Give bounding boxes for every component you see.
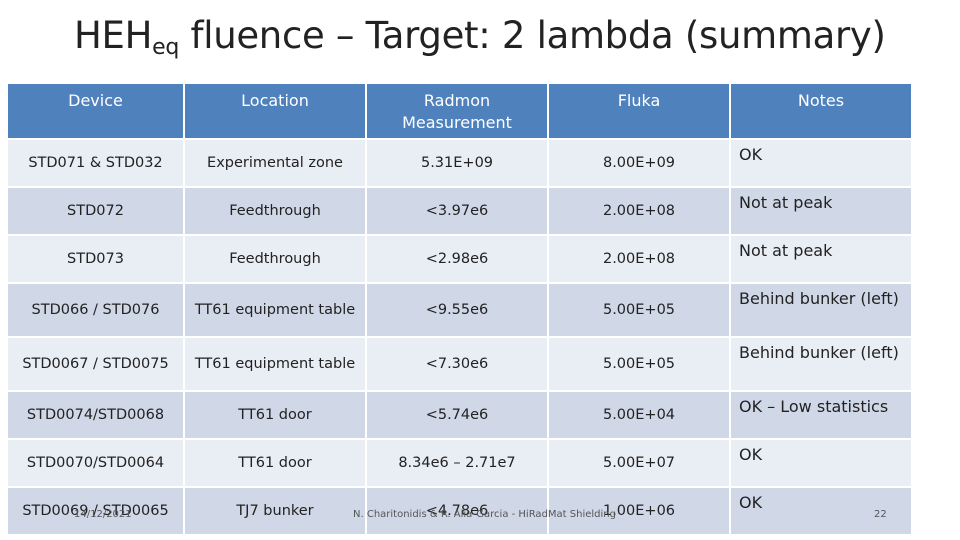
cell-location: TT61 door: [185, 440, 365, 486]
cell-notes: Not at peak: [731, 188, 911, 234]
cell-radmon: <4.78e6: [367, 488, 547, 534]
table-row: STD0070/STD0064 TT61 door 8.34e6 – 2.71e…: [8, 440, 911, 486]
header-device: Device: [8, 84, 183, 138]
cell-location: Feedthrough: [185, 188, 365, 234]
footer-date: 14/12/2021: [74, 509, 132, 520]
cell-device: STD066 / STD076: [8, 284, 183, 336]
cell-notes: OK: [731, 440, 911, 486]
cell-fluka: 2.00E+08: [549, 188, 729, 234]
cell-device: STD073: [8, 236, 183, 282]
cell-notes: OK – Low statistics: [731, 392, 911, 438]
table-row: STD0069 / STD0065 TJ7 bunker <4.78e6 1.0…: [8, 488, 911, 534]
cell-radmon: <7.30e6: [367, 338, 547, 390]
header-fluka: Fluka: [549, 84, 729, 138]
table-row: STD071 & STD032 Experimental zone 5.31E+…: [8, 140, 911, 186]
cell-radmon: 8.34e6 – 2.71e7: [367, 440, 547, 486]
table-row: STD073 Feedthrough <2.98e6 2.00E+08 Not …: [8, 236, 911, 282]
cell-fluka: 1.00E+06: [549, 488, 729, 534]
cell-fluka: 2.00E+08: [549, 236, 729, 282]
title-rest: fluence – Target: 2 lambda (summary): [179, 14, 886, 57]
cell-device: STD072: [8, 188, 183, 234]
page-number: 22: [874, 509, 887, 520]
cell-notes: Behind bunker (left): [731, 338, 911, 390]
cell-radmon: <5.74e6: [367, 392, 547, 438]
header-notes: Notes: [731, 84, 911, 138]
cell-fluka: 5.00E+04: [549, 392, 729, 438]
cell-radmon: <2.98e6: [367, 236, 547, 282]
cell-fluka: 5.00E+05: [549, 284, 729, 336]
cell-fluka: 5.00E+07: [549, 440, 729, 486]
table-header-row: Device Location Radmon Measurement Fluka…: [8, 84, 911, 138]
cell-device: STD071 & STD032: [8, 140, 183, 186]
footer-author: N. Charitonidis & R. Alia-Garcia - HiRad…: [353, 509, 616, 520]
cell-location: TT61 equipment table: [185, 284, 365, 336]
cell-location: TT61 equipment table: [185, 338, 365, 390]
cell-location: Feedthrough: [185, 236, 365, 282]
table-row: STD072 Feedthrough <3.97e6 2.00E+08 Not …: [8, 188, 911, 234]
cell-fluka: 8.00E+09: [549, 140, 729, 186]
cell-notes: Behind bunker (left): [731, 284, 911, 336]
cell-device: STD0067 / STD0075: [8, 338, 183, 390]
cell-notes: OK: [731, 140, 911, 186]
cell-location: TT61 door: [185, 392, 365, 438]
title-main: HEH: [74, 14, 153, 57]
slide-title: HEHeq fluence – Target: 2 lambda (summar…: [74, 14, 886, 60]
table-row: STD066 / STD076 TT61 equipment table <9.…: [8, 284, 911, 336]
cell-location: Experimental zone: [185, 140, 365, 186]
cell-notes: OK: [731, 488, 911, 534]
header-radmon: Radmon Measurement: [367, 84, 547, 138]
cell-radmon: <3.97e6: [367, 188, 547, 234]
cell-notes: Not at peak: [731, 236, 911, 282]
fluence-summary-table: Device Location Radmon Measurement Fluka…: [6, 82, 913, 536]
table-row: STD0074/STD0068 TT61 door <5.74e6 5.00E+…: [8, 392, 911, 438]
table-row: STD0067 / STD0075 TT61 equipment table <…: [8, 338, 911, 390]
title-subscript: eq: [152, 35, 180, 60]
cell-fluka: 5.00E+05: [549, 338, 729, 390]
cell-device: STD0069 / STD0065: [8, 488, 183, 534]
cell-radmon: 5.31E+09: [367, 140, 547, 186]
cell-device: STD0070/STD0064: [8, 440, 183, 486]
header-location: Location: [185, 84, 365, 138]
cell-radmon: <9.55e6: [367, 284, 547, 336]
cell-location: TJ7 bunker: [185, 488, 365, 534]
cell-device: STD0074/STD0068: [8, 392, 183, 438]
